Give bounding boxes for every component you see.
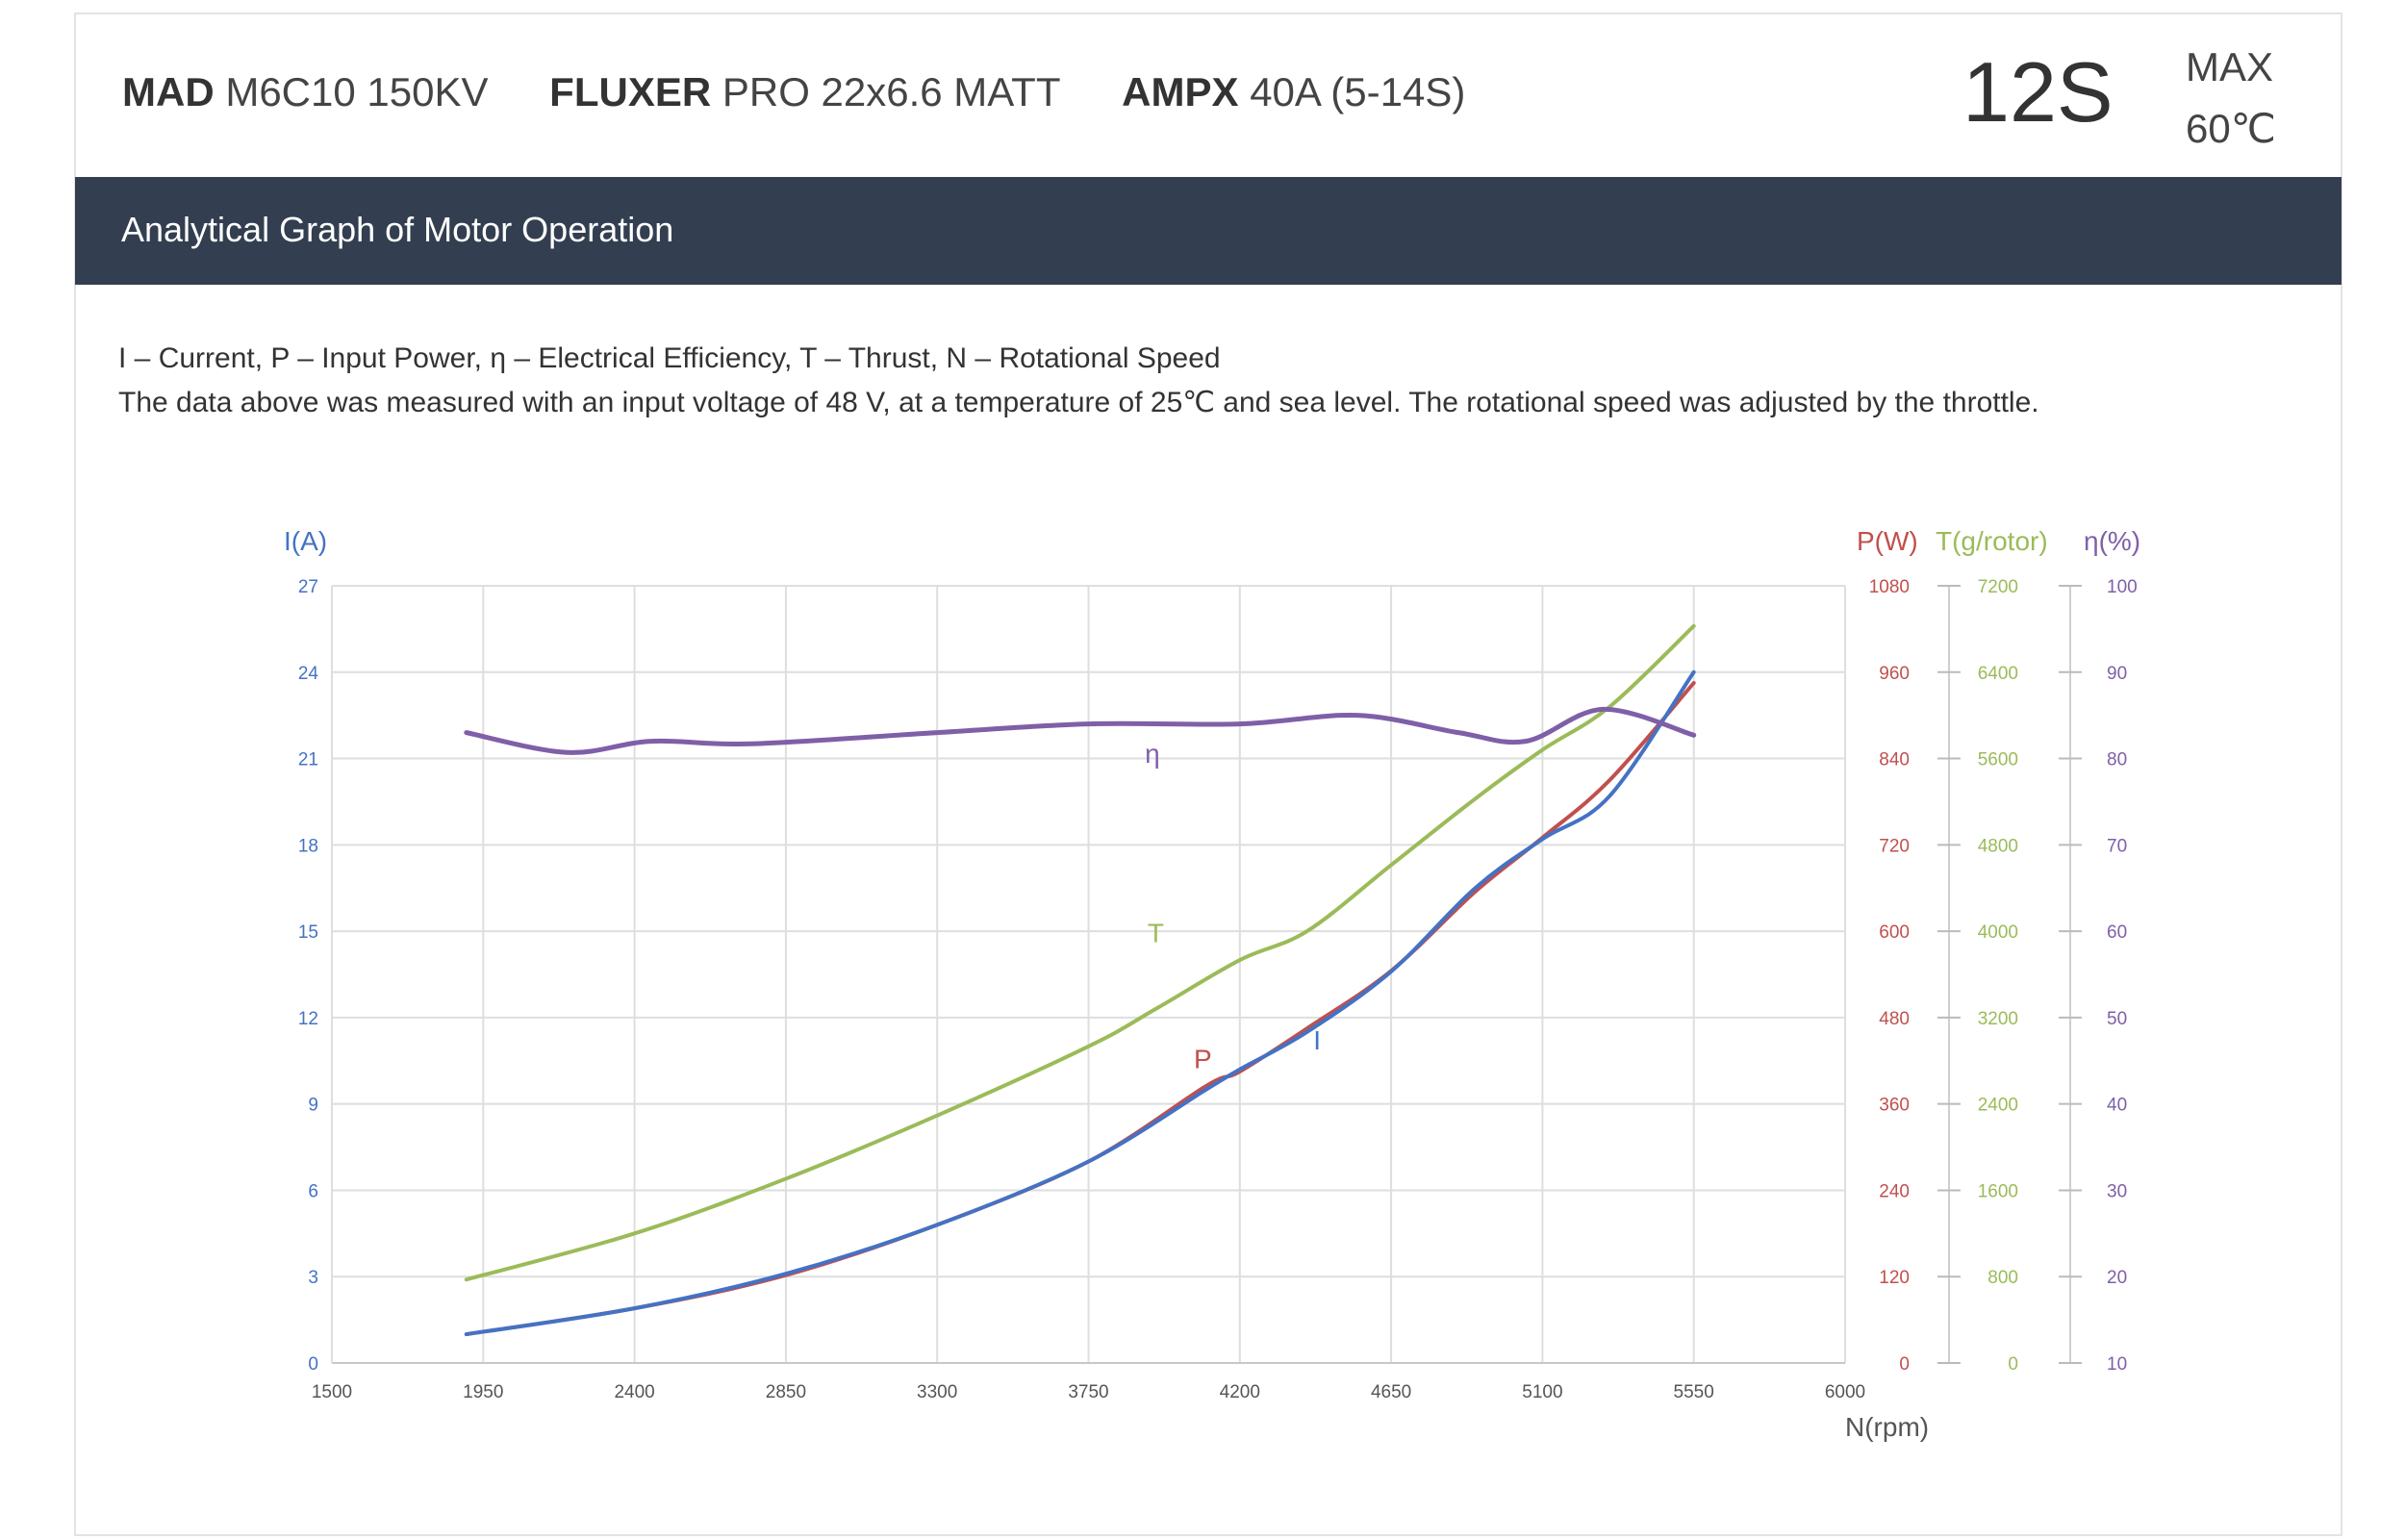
eta-axis-tick-label: 60 [2107,922,2127,943]
x-tick-label: 1950 [463,1382,503,1402]
x-tick-label: 3750 [1068,1382,1108,1402]
i-series-label: I [1313,1025,1321,1055]
eta-axis-tick-label: 40 [2107,1096,2127,1116]
section-title: Analytical Graph of Motor Operation [121,210,674,249]
i-axis-tick-label: 15 [298,922,318,943]
p-axis-title: P(W) [1857,526,1918,556]
p-axis-tick-label: 360 [1879,1096,1910,1116]
i-axis-tick-label: 27 [298,577,318,597]
p-axis-tick-label: 120 [1879,1268,1910,1288]
x-axis-title: N(rpm) [1845,1412,1929,1442]
p-series-line [464,681,1696,1337]
t-axis-tick-label: 3200 [1978,1009,2018,1029]
max-label: MAX [2186,44,2274,89]
t-axis-tick-label: 0 [2008,1354,2018,1375]
eta-series-label: η [1145,739,1160,769]
t-axis-tick-label: 6400 [1978,664,2018,684]
p-axis-tick-label: 1080 [1869,577,1910,597]
i-axis-tick-label: 18 [298,836,318,856]
p-axis-tick-label: 720 [1879,836,1910,856]
p-axis-tick-label: 840 [1879,750,1910,770]
eta-axis-tick-label: 80 [2107,750,2127,770]
i-axis-tick-label: 3 [308,1268,318,1288]
i-axis-tick-label: 21 [298,750,318,770]
x-tick-label: 2400 [614,1382,654,1402]
p-axis-tick-label: 240 [1879,1181,1910,1201]
section-header: Analytical Graph of Motor Operation [75,177,2342,285]
p-axis-tick-label: 0 [1899,1354,1910,1375]
p-axis-tick-label: 480 [1879,1009,1910,1029]
propeller-model: PRO 22x6.6 MATT [722,69,1061,114]
eta-axis-title: η(%) [2084,526,2140,556]
cell-count: 12S [1962,44,2114,139]
x-tick-label: 4200 [1220,1382,1260,1402]
eta-axis-tick-label: 70 [2107,836,2127,856]
propeller-brand: FLUXER [549,69,712,114]
t-series-line [464,623,1696,1282]
i-series-line [464,669,1696,1337]
i-axis-tick-label: 0 [308,1354,318,1375]
t-axis-title: T(g/rotor) [1936,526,2048,556]
propeller-spec: FLUXER PRO 22x6.6 MATT [549,69,1060,114]
note-text: The data above was measured with an inpu… [118,387,2039,418]
eta-axis-tick-label: 100 [2107,577,2138,597]
t-axis-tick-label: 1600 [1978,1181,2018,1201]
motor-brand: MAD [122,69,215,114]
x-tick-label: 5100 [1522,1382,1562,1402]
x-tick-label: 5550 [1674,1382,1714,1402]
t-axis-tick-label: 4000 [1978,922,2018,943]
i-axis-tick-label: 9 [308,1096,318,1116]
eta-axis-tick-label: 30 [2107,1181,2127,1201]
max-temperature: MAX 60℃ [2186,37,2276,160]
x-tick-label: 6000 [1825,1382,1865,1402]
eta-axis-tick-label: 90 [2107,664,2127,684]
esc-model: 40A (5-14S) [1250,69,1466,114]
component-specs: MAD M6C10 150KV FLUXER PRO 22x6.6 MATT A… [122,69,1515,115]
esc-brand: AMPX [1122,69,1239,114]
p-series-label: P [1194,1044,1212,1073]
x-tick-label: 3300 [917,1382,957,1402]
i-axis-tick-label: 12 [298,1009,318,1029]
p-axis-tick-label: 600 [1879,922,1910,943]
chart-description: I – Current, P – Input Power, η – Electr… [118,337,2039,425]
t-axis-tick-label: 4800 [1978,836,2018,856]
eta-series-line [464,706,1697,755]
i-axis-tick-label: 6 [308,1181,318,1201]
t-series-label: T [1148,918,1164,947]
i-axis-title: I(A) [284,526,327,556]
eta-axis-tick-label: 50 [2107,1009,2127,1029]
eta-axis-tick-label: 20 [2107,1268,2127,1288]
legend-text: I – Current, P – Input Power, η – Electr… [118,342,1221,374]
esc-spec: AMPX 40A (5-14S) [1122,69,1465,114]
motor-spec-card [74,13,2342,1536]
eta-axis-tick-label: 10 [2107,1354,2127,1375]
t-axis-tick-label: 7200 [1978,577,2018,597]
motor-spec: MAD M6C10 150KV [122,69,489,114]
i-axis-tick-label: 24 [298,664,319,684]
x-tick-label: 4650 [1371,1382,1411,1402]
t-axis-tick-label: 5600 [1978,750,2018,770]
t-axis-tick-label: 2400 [1978,1096,2018,1116]
x-tick-label: 2850 [766,1382,806,1402]
x-tick-label: 1500 [312,1382,352,1402]
motor-model: M6C10 150KV [225,69,489,114]
max-temp-value: 60℃ [2186,106,2276,151]
p-axis-tick-label: 960 [1879,664,1910,684]
t-axis-tick-label: 800 [1987,1268,2018,1288]
